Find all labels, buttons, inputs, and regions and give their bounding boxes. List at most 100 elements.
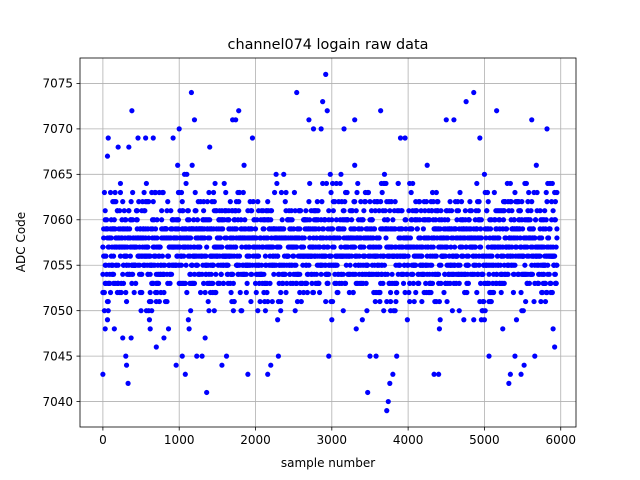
data-point	[125, 380, 131, 386]
data-point	[155, 280, 162, 286]
data-point	[420, 226, 426, 232]
data-point	[297, 271, 303, 277]
data-point	[474, 289, 480, 296]
data-point	[243, 289, 249, 296]
data-point	[179, 353, 185, 359]
data-point	[201, 208, 207, 214]
axis-ticks: 0 1000 2000 3000 4000 5000 6000 7040 7045 7050 705…	[42, 77, 576, 447]
data-point	[435, 199, 441, 205]
data-point	[297, 289, 303, 296]
data-point	[185, 208, 191, 214]
data-point	[123, 362, 130, 368]
data-point	[373, 353, 379, 359]
data-point	[509, 244, 515, 250]
data-point	[285, 253, 291, 259]
data-point	[239, 308, 245, 314]
data-point	[404, 317, 410, 323]
data-point	[248, 298, 254, 305]
data-point	[219, 244, 225, 250]
data-point	[429, 208, 435, 214]
data-point	[265, 199, 271, 205]
data-point	[347, 262, 353, 268]
data-point	[521, 362, 527, 368]
data-point	[422, 208, 428, 214]
x-tick-label: 2000	[240, 433, 271, 447]
data-point	[355, 180, 361, 187]
data-point	[294, 298, 301, 305]
data-point	[318, 126, 324, 132]
data-point	[123, 298, 130, 305]
data-point	[501, 208, 507, 214]
data-point	[270, 244, 276, 250]
data-point	[112, 189, 118, 196]
data-point	[554, 235, 560, 241]
data-point	[523, 298, 529, 305]
data-point	[204, 244, 210, 250]
data-point	[436, 326, 443, 332]
data-point	[115, 144, 121, 150]
data-point	[444, 298, 450, 305]
data-point	[142, 208, 148, 214]
data-point	[500, 326, 506, 332]
data-point	[129, 280, 135, 286]
data-point	[467, 199, 473, 205]
data-point	[539, 235, 545, 241]
data-point	[188, 308, 194, 314]
data-point	[136, 199, 142, 205]
data-point	[265, 298, 271, 305]
data-point	[205, 298, 211, 305]
data-point	[478, 235, 484, 241]
data-point	[111, 217, 117, 223]
data-point	[242, 217, 248, 223]
data-point	[436, 271, 442, 277]
data-point	[367, 353, 373, 359]
x-axis-title: sample number	[281, 456, 375, 470]
data-point	[117, 189, 124, 196]
data-point	[414, 226, 420, 232]
data-point	[240, 189, 246, 196]
data-point	[542, 298, 549, 305]
data-point	[410, 271, 416, 277]
data-point	[110, 253, 117, 259]
data-point	[111, 326, 117, 332]
data-point	[384, 298, 390, 305]
data-point	[250, 199, 256, 205]
data-point	[202, 335, 208, 341]
y-tick-label: 7045	[42, 349, 73, 363]
data-point	[329, 298, 336, 305]
data-point	[334, 262, 340, 268]
data-point	[437, 226, 443, 232]
data-point	[307, 217, 313, 223]
data-point	[441, 289, 447, 296]
data-point	[489, 253, 495, 259]
data-point	[338, 244, 344, 250]
data-point	[313, 235, 320, 241]
data-point	[204, 389, 210, 396]
data-point	[207, 217, 213, 223]
data-point	[442, 253, 449, 259]
data-point	[331, 244, 337, 250]
data-point	[188, 271, 194, 277]
data-point	[478, 244, 484, 250]
data-point	[349, 217, 355, 223]
data-point	[352, 162, 358, 168]
data-point	[211, 199, 217, 205]
data-point	[480, 271, 486, 277]
data-point	[191, 271, 198, 277]
data-point	[471, 317, 477, 323]
data-point	[306, 262, 312, 268]
data-point	[500, 253, 507, 259]
data-point	[552, 253, 558, 259]
data-point	[310, 289, 317, 296]
data-point	[419, 253, 425, 259]
data-point	[134, 208, 140, 214]
data-point	[154, 289, 160, 296]
data-point	[241, 162, 247, 168]
data-point	[104, 153, 111, 159]
data-point	[539, 289, 546, 296]
data-point	[491, 189, 497, 196]
data-point	[538, 298, 544, 305]
data-point	[147, 271, 153, 277]
data-point	[507, 180, 513, 187]
data-point	[519, 199, 525, 205]
